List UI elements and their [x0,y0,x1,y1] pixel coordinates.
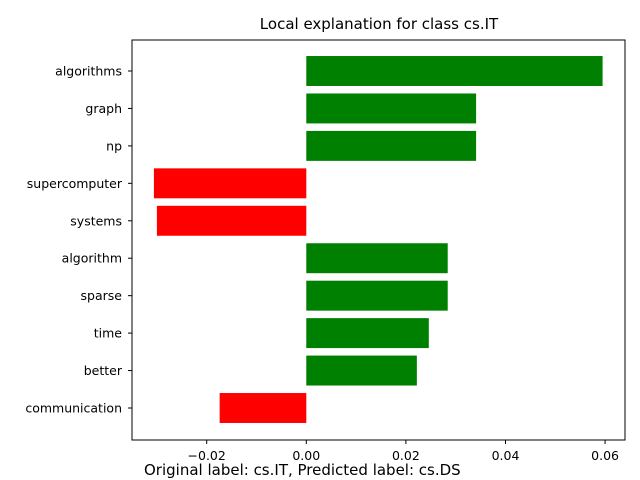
x-tick-label: 0.02 [392,448,420,463]
bar-better [306,355,417,386]
bar-systems [156,205,307,236]
bar-communication [219,393,307,423]
y-tick-label: communication [25,401,122,416]
x-tick-label: 0.06 [591,448,619,463]
bar-sparse [306,280,448,311]
x-tick-label: 0.00 [292,448,320,463]
y-tick-label: graph [85,101,122,116]
bar-graph [306,93,477,124]
bar-np [306,130,477,161]
bar-algorithms [306,56,603,86]
x-axis-ticks: −0.02 0.00 0.02 0.04 0.06 [188,440,619,463]
x-tick-label: 0.04 [492,448,520,463]
y-tick-label: sparse [81,288,123,303]
y-tick-label: np [106,138,122,153]
bar-supercomputer [153,168,307,199]
y-tick-label: algorithms [55,64,122,79]
bar-algorithm [306,243,448,274]
y-tick-label: systems [70,213,122,228]
bars-group [153,56,603,423]
y-tick-label: algorithm [62,251,122,266]
chart-title: Local explanation for class cs.IT [260,15,499,33]
y-tick-label: better [84,363,123,378]
axes-frame [131,39,626,441]
y-tick-label: time [94,326,123,341]
bar-time [306,318,429,349]
y-axis-ticks: algorithms graph np supercomputer systems alg… [25,64,132,416]
y-tick-label: supercomputer [27,176,123,191]
x-tick-label: −0.02 [188,448,226,463]
caption-text: Original label: cs.IT, Predicted label: … [144,461,461,479]
